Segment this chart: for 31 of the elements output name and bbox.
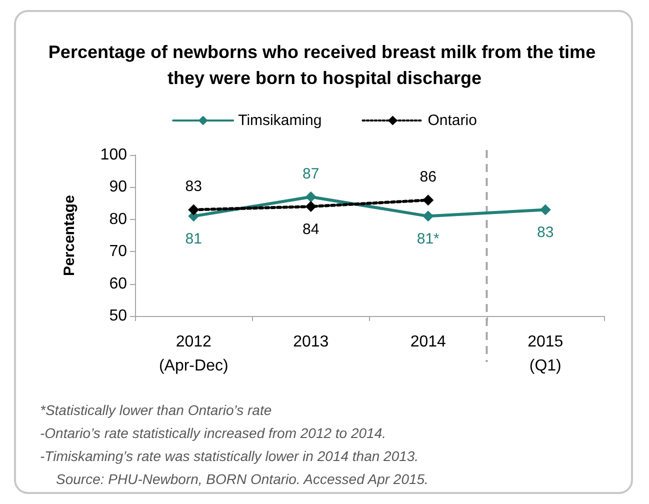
data-label: 83 xyxy=(185,178,202,196)
point xyxy=(422,210,434,222)
data-label: 86 xyxy=(420,168,436,186)
point xyxy=(540,204,551,216)
point xyxy=(305,201,316,212)
x-tick-label: 2015 (Q1) xyxy=(528,334,564,374)
data-label: 81 xyxy=(185,230,202,248)
x-tick-label: 2014 xyxy=(410,334,446,350)
y-tick-label: 80 xyxy=(109,210,128,228)
y-tick-label: 60 xyxy=(109,275,128,292)
text: -Ontario’s rate statistically increased from 2012 to 2014. xyxy=(40,425,386,441)
y-tick-label: 50 xyxy=(109,308,128,324)
point xyxy=(305,191,316,202)
text: -Timiskaming’s rate was statistically lower in 2014 than 2013. xyxy=(40,448,419,464)
y-tick-label: 90 xyxy=(109,178,128,196)
source-note: Source: PHU-Newborn, BORN Ontario. Accessed Apr 2015. xyxy=(56,471,428,487)
chart-title: Percentage of newborns who received breast milk from the time they were born to hospital discharge xyxy=(48,42,601,88)
data-label: 87 xyxy=(302,165,320,182)
x-tick-label: 2012 (Apr-Dec) xyxy=(158,334,228,374)
legend-label: Ontario xyxy=(428,112,477,129)
data-label: 81* xyxy=(416,230,440,248)
data-label: 84 xyxy=(302,221,320,238)
y-axis-title: Percentage xyxy=(61,195,78,276)
y-tick-label: 70 xyxy=(109,243,128,260)
point xyxy=(188,204,200,216)
point xyxy=(422,194,434,206)
text: *Statistically lower than Ontario’s rate xyxy=(40,402,272,418)
y-tick-label: 100 xyxy=(100,146,128,164)
data-label: 83 xyxy=(537,224,554,242)
legend-label: Timsikaming xyxy=(238,112,322,129)
x-tick-label: 2013 xyxy=(293,334,329,350)
